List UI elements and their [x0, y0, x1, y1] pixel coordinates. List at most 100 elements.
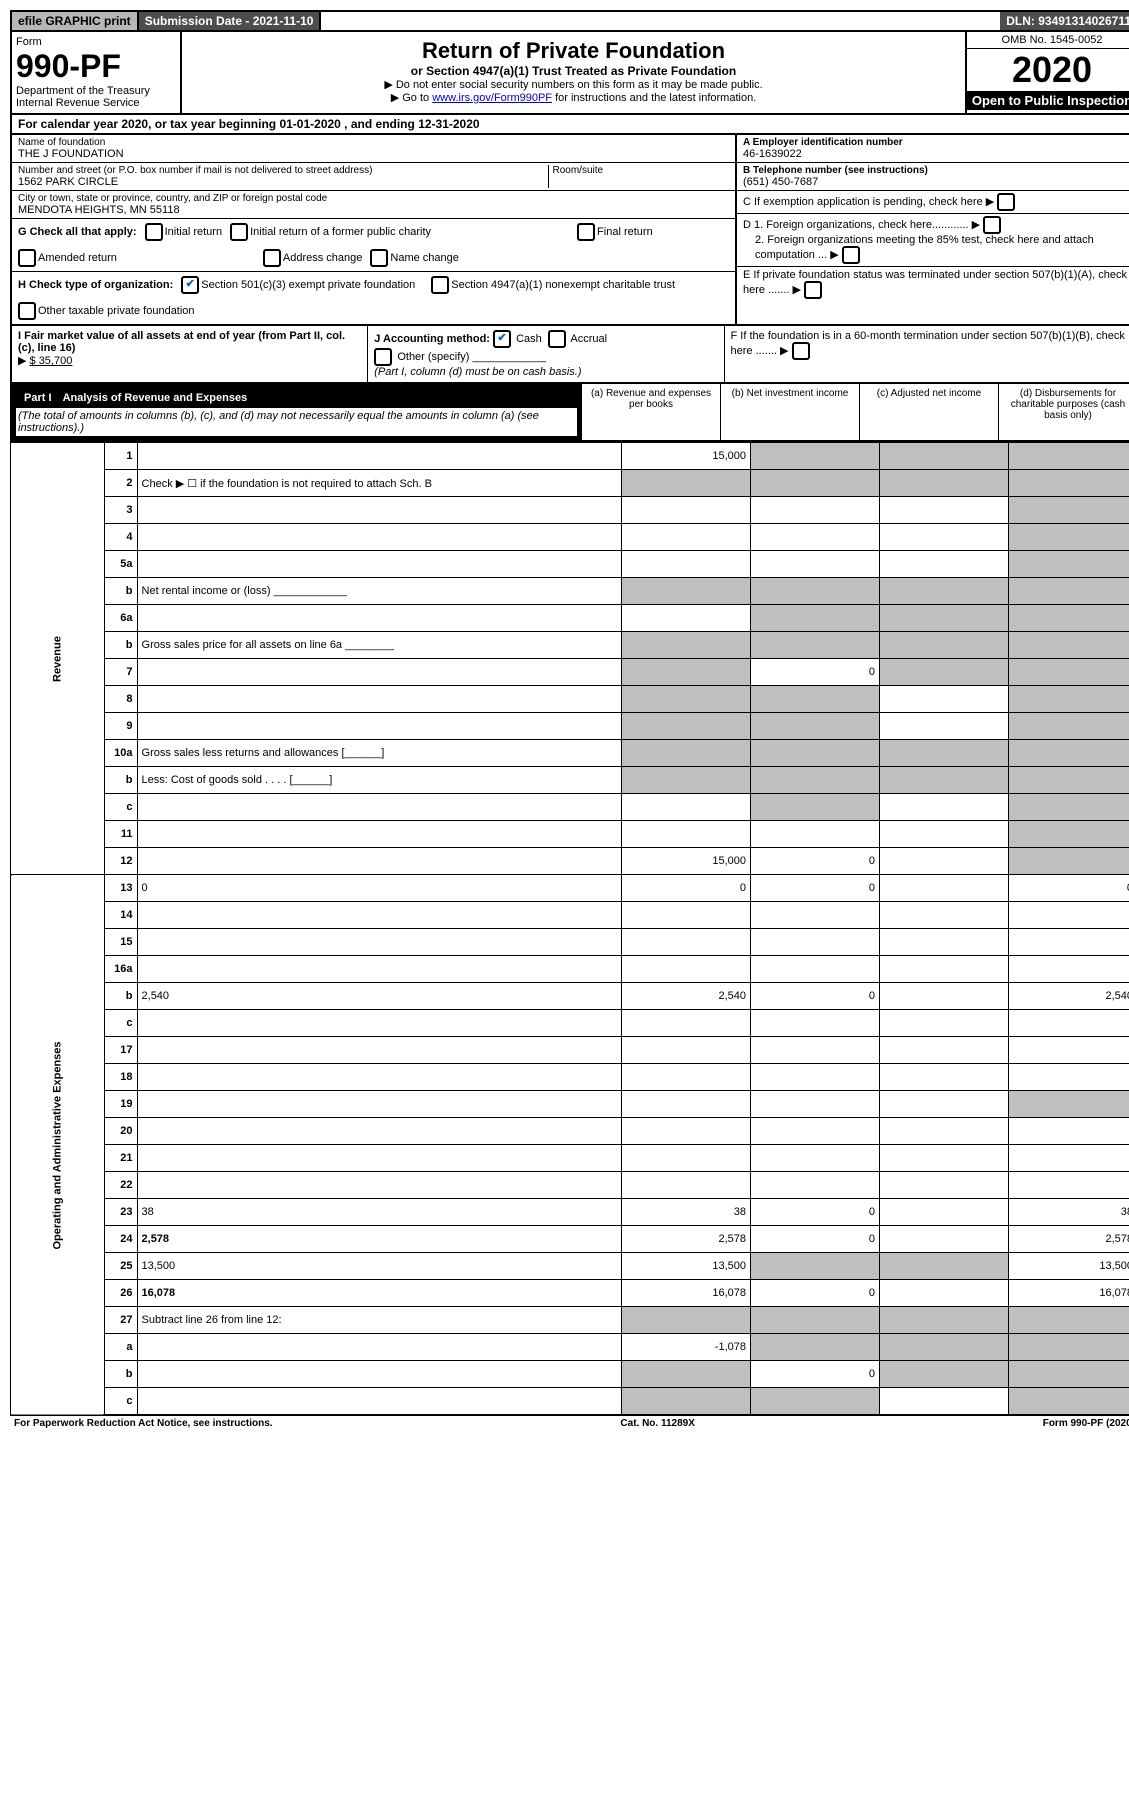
line-desc: 2,540 — [137, 983, 621, 1010]
instr-2: ▶ Go to www.irs.gov/Form990PF for instru… — [188, 91, 959, 104]
amt-cell — [751, 713, 880, 740]
amt-cell — [751, 578, 880, 605]
table-row: 21 — [11, 1145, 1129, 1172]
line-number: 2 — [104, 470, 137, 497]
checkbox[interactable] — [842, 246, 860, 264]
amt-cell — [1009, 551, 1129, 578]
amt-cell — [751, 686, 880, 713]
calendar-year: For calendar year 2020, or tax year begi… — [10, 115, 1129, 135]
amt-cell — [751, 902, 880, 929]
table-row: 10aGross sales less returns and allowanc… — [11, 740, 1129, 767]
col-a-hdr: (a) Revenue and expenses per books — [581, 384, 720, 440]
amt-cell — [622, 1361, 751, 1388]
line-number: 17 — [104, 1037, 137, 1064]
line-desc: 13,500 — [137, 1253, 621, 1280]
form-title: Return of Private Foundation — [188, 38, 959, 64]
amt-cell — [1009, 740, 1129, 767]
amt-cell — [751, 929, 880, 956]
amt-cell — [751, 1064, 880, 1091]
line-number: 11 — [104, 821, 137, 848]
line-desc — [137, 497, 621, 524]
amt-cell — [622, 1118, 751, 1145]
line-desc — [137, 713, 621, 740]
table-row: 5a — [11, 551, 1129, 578]
part-title: Analysis of Revenue and Expenses — [63, 392, 248, 404]
line-number: 25 — [104, 1253, 137, 1280]
amt-cell — [1009, 497, 1129, 524]
amt-cell — [880, 929, 1009, 956]
amt-cell — [880, 1010, 1009, 1037]
amt-cell: 16,078 — [622, 1280, 751, 1307]
amt-cell: 38 — [622, 1199, 751, 1226]
line-number: c — [104, 794, 137, 821]
line-desc — [137, 956, 621, 983]
amt-cell — [751, 1334, 880, 1361]
checkbox[interactable] — [577, 223, 595, 241]
line-number: 16a — [104, 956, 137, 983]
amt-cell — [880, 497, 1009, 524]
amt-cell — [880, 1334, 1009, 1361]
amt-cell — [880, 605, 1009, 632]
efile-label[interactable]: efile GRAPHIC print — [12, 12, 139, 30]
table-row: bLess: Cost of goods sold . . . . [_____… — [11, 767, 1129, 794]
checkbox[interactable] — [792, 342, 810, 360]
checkbox[interactable] — [18, 249, 36, 267]
amt-cell — [751, 1118, 880, 1145]
amt-cell — [1009, 1037, 1129, 1064]
line-number: 1 — [104, 443, 137, 470]
amt-cell — [1009, 632, 1129, 659]
line-desc — [137, 686, 621, 713]
checkbox[interactable] — [18, 302, 36, 320]
amt-cell — [622, 551, 751, 578]
checkbox[interactable] — [983, 216, 1001, 234]
checkbox[interactable] — [804, 281, 822, 299]
checkbox-checked[interactable]: ✔ — [181, 276, 199, 294]
amt-cell: 0 — [1009, 875, 1129, 902]
open-public: Open to Public Inspection — [967, 91, 1129, 110]
amt-cell — [622, 1388, 751, 1416]
amt-cell — [1009, 1388, 1129, 1416]
line-desc — [137, 929, 621, 956]
header-right: OMB No. 1545-0052 2020 Open to Public In… — [965, 32, 1129, 113]
amt-cell — [751, 1307, 880, 1334]
line-number: 21 — [104, 1145, 137, 1172]
amt-cell — [751, 794, 880, 821]
checkbox[interactable] — [263, 249, 281, 267]
footer-left: For Paperwork Reduction Act Notice, see … — [14, 1418, 273, 1429]
line-number: b — [104, 983, 137, 1010]
amt-cell — [1009, 1172, 1129, 1199]
omb: OMB No. 1545-0052 — [967, 32, 1129, 49]
checkbox[interactable] — [370, 249, 388, 267]
table-row: 20 — [11, 1118, 1129, 1145]
checkbox-checked[interactable]: ✔ — [493, 330, 511, 348]
amt-cell — [1009, 713, 1129, 740]
table-row: b0 — [11, 1361, 1129, 1388]
table-row: a-1,078 — [11, 1334, 1129, 1361]
phone-cell: B Telephone number (see instructions) (6… — [737, 163, 1129, 191]
checkbox[interactable] — [374, 348, 392, 366]
amt-cell — [1009, 1145, 1129, 1172]
amt-cell — [751, 956, 880, 983]
form-link[interactable]: www.irs.gov/Form990PF — [432, 92, 552, 104]
line-desc — [137, 443, 621, 470]
amt-cell — [1009, 929, 1129, 956]
instr-1: ▶ Do not enter social security numbers o… — [188, 78, 959, 91]
footer: For Paperwork Reduction Act Notice, see … — [10, 1416, 1129, 1431]
checkbox[interactable] — [997, 193, 1015, 211]
line-desc — [137, 659, 621, 686]
line-number: 10a — [104, 740, 137, 767]
checkbox[interactable] — [230, 223, 248, 241]
line-desc: Less: Cost of goods sold . . . . [______… — [137, 767, 621, 794]
table-row: Revenue115,000 — [11, 443, 1129, 470]
checkbox[interactable] — [145, 223, 163, 241]
amt-cell — [751, 1253, 880, 1280]
dln: DLN: 93491314026711 — [1000, 12, 1129, 30]
checkbox[interactable] — [548, 330, 566, 348]
amt-cell — [622, 686, 751, 713]
table-row: 19 — [11, 1091, 1129, 1118]
checkbox[interactable] — [431, 276, 449, 294]
amt-cell: 0 — [751, 983, 880, 1010]
line-number: 14 — [104, 902, 137, 929]
amt-cell: 0 — [751, 659, 880, 686]
amt-cell — [1009, 686, 1129, 713]
